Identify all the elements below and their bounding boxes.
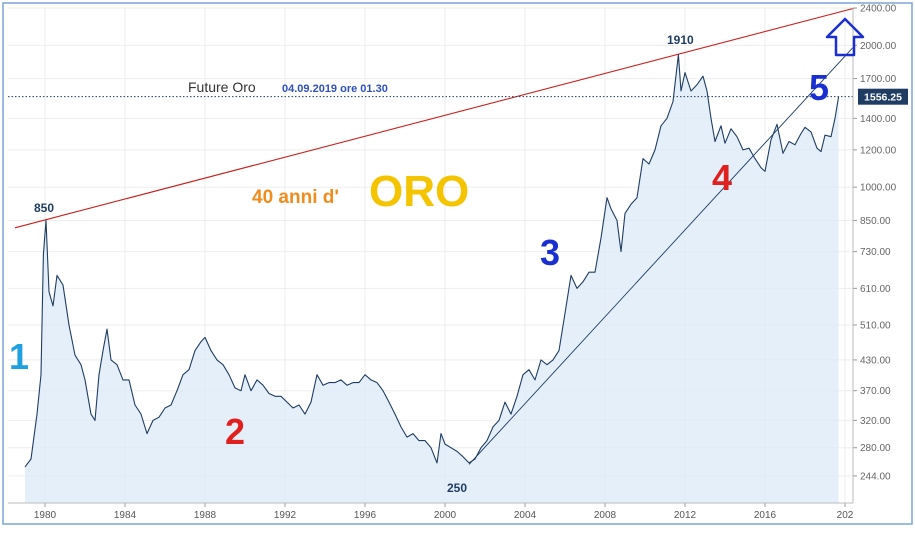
wave-label-1: 1 (9, 336, 29, 377)
price-tag-bg (858, 88, 908, 105)
price-area (25, 54, 839, 503)
low-label-2000: 250 (447, 481, 467, 495)
wave-label-5: 5 (809, 67, 829, 108)
x-tick-label: 1980 (34, 510, 57, 521)
price-line (24, 54, 840, 468)
wave-label-4: 4 (712, 157, 732, 198)
peak-label-2011: 1910 (667, 33, 694, 47)
chart-title: Future Oro (188, 79, 256, 95)
x-tick-label: 1992 (274, 510, 297, 521)
line-layer (24, 54, 840, 468)
chart-border (2, 2, 913, 525)
up-arrow-icon (825, 17, 865, 57)
axis-layer: 244.00 280.00 320.00 370.00 430.00 510.00 610.… (8, 4, 897, 521)
y-tick-label: 2400.00 (860, 4, 897, 15)
x-tick-label: 2008 (594, 510, 617, 521)
x-tick-label: 1988 (194, 510, 217, 521)
x-tick-label: 1984 (114, 510, 137, 521)
price-tag: 1556.25 (858, 88, 908, 105)
x-tick-label: 2000 (434, 510, 457, 521)
wave-label-3: 3 (540, 232, 560, 273)
x-tick-label: 2012 (674, 510, 697, 521)
x-tick-label: 2004 (514, 510, 537, 521)
y-tick-label: 1000.00 (860, 183, 897, 194)
wave-label-2: 2 (225, 411, 245, 452)
support-trendline (468, 45, 856, 465)
y-tick-label: 244.00 (860, 471, 891, 482)
y-tick-label: 280.00 (860, 443, 891, 454)
y-tick-label: 510.00 (860, 321, 891, 332)
y-tick-label: 430.00 (860, 355, 891, 366)
y-tick-label: 1400.00 (860, 114, 897, 125)
y-tick-label: 850.00 (860, 216, 891, 227)
price-tag-value: 1556.25 (864, 92, 902, 104)
y-tick-label: 610.00 (860, 284, 891, 295)
resistance-trendline (14, 7, 856, 229)
trend-layer (8, 7, 856, 465)
y-tick-label: 730.00 (860, 247, 891, 258)
x-tick-label: 2016 (754, 510, 777, 521)
peak-label-1980: 850 (34, 201, 54, 215)
y-tick-label: 320.00 (860, 416, 891, 427)
tagline-main: ORO (369, 167, 469, 216)
y-tick-label: 2000.00 (860, 41, 897, 52)
area-layer (25, 54, 839, 503)
chart-date: 04.09.2019 ore 01.30 (282, 83, 388, 95)
x-tick-label: 202 (837, 510, 854, 521)
tagline-prefix: 40 anni d' (252, 187, 339, 208)
y-tick-label: 1700.00 (860, 74, 897, 85)
y-tick-label: 1200.00 (860, 145, 897, 156)
y-tick-label: 370.00 (860, 386, 891, 397)
x-tick-label: 1996 (354, 510, 377, 521)
